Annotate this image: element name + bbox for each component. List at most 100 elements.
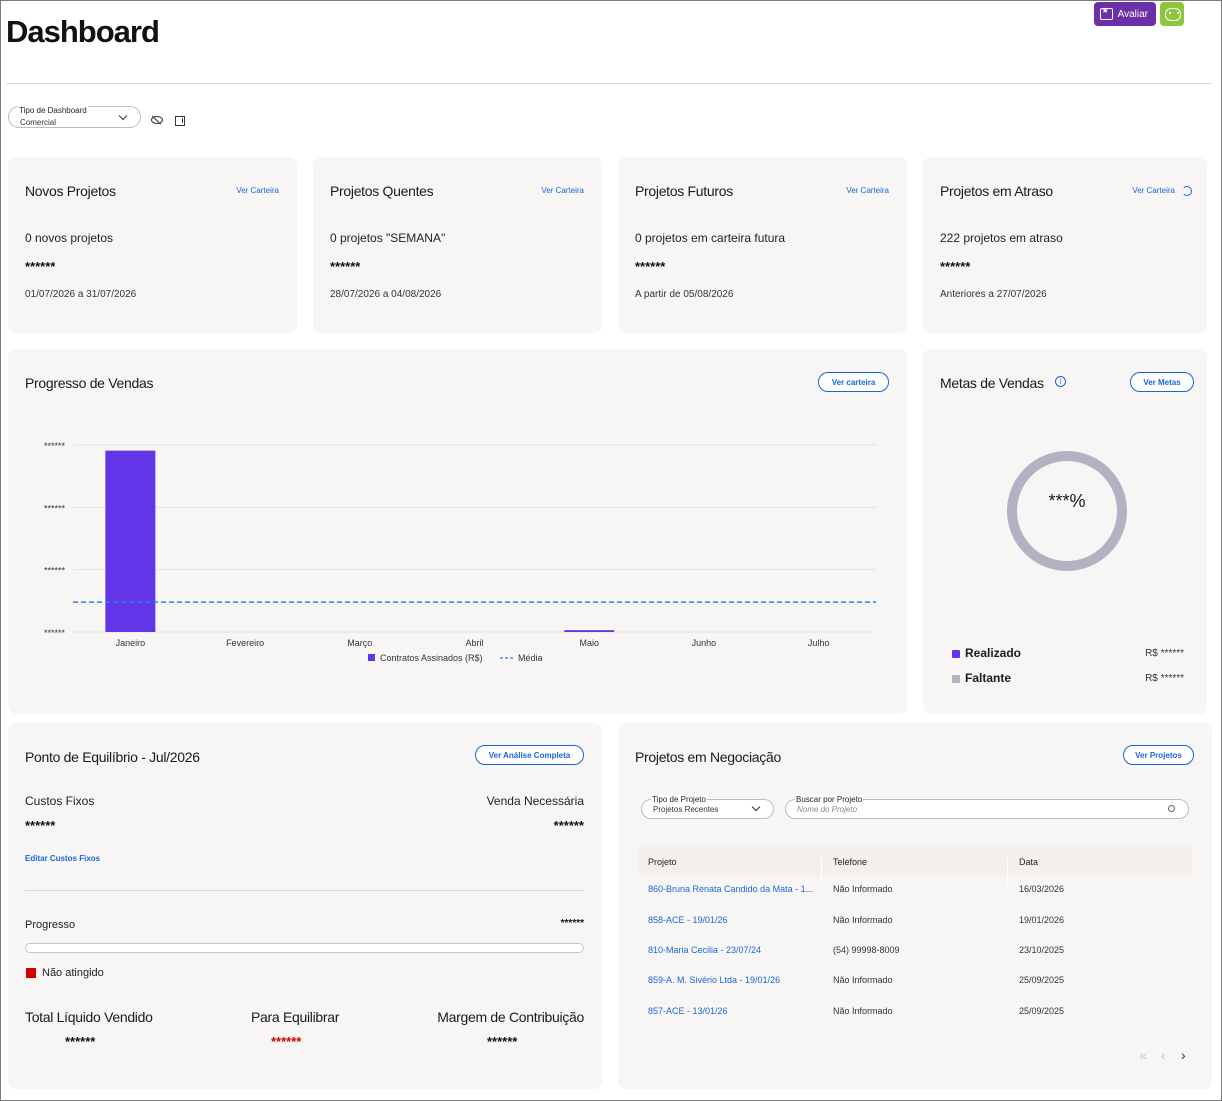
card-title: Projetos Quentes — [330, 183, 434, 199]
dashboard-type-label: Tipo de Dashboard — [18, 106, 88, 115]
progress-label: Progresso — [25, 919, 76, 931]
column-telefone[interactable]: Telefone — [833, 857, 868, 867]
summary-card-projetos-em-atraso: Projetos em Atraso Ver Carteira 222 proj… — [923, 157, 1207, 333]
bar — [564, 630, 615, 632]
card-masked-value: ****** — [330, 259, 361, 274]
page-title: Dashboard — [6, 14, 160, 49]
legend-faltante: Faltante — [965, 671, 1012, 685]
project-link[interactable]: 857-ACE - 13/01/26 — [648, 1006, 728, 1016]
prev-page-icon[interactable]: ‹ — [1161, 1047, 1166, 1063]
negotiation-title: Projetos em Negociação — [635, 749, 781, 765]
card-title: Novos Projetos — [25, 183, 116, 199]
view-toggles — [151, 116, 185, 126]
project-link[interactable]: 810-Maria Cecilia - 23/07/24 — [648, 945, 762, 955]
ver-carteira-link[interactable]: Ver Carteira — [541, 186, 584, 195]
dashboard-type-value: Comercial — [20, 118, 57, 127]
chatbot-icon[interactable] — [1160, 2, 1184, 26]
first-page-icon[interactable]: « — [1139, 1047, 1147, 1063]
para-equilibrar-label: Para Equilibrar — [251, 1009, 340, 1025]
phone-cell: Não Informado — [833, 884, 893, 894]
column-separator — [821, 857, 822, 885]
project-search-field[interactable]: Buscar por Projeto Nome do Projeto — [785, 795, 1189, 819]
ver-carteira-link[interactable]: Ver Carteira — [236, 186, 279, 195]
sales-progress-chart: ****** ****** ****** ****** Janeiro Fevereiro… — [44, 441, 876, 663]
column-projeto[interactable]: Projeto — [648, 857, 677, 867]
column-data[interactable]: Data — [1019, 857, 1039, 867]
project-type-label: Tipo de Projeto — [651, 795, 707, 804]
progress-value: ****** — [560, 918, 584, 929]
card-range: A partir de 05/08/2026 — [635, 289, 734, 300]
chevron-down-icon — [751, 802, 761, 812]
x-tick-label: Abril — [465, 638, 483, 648]
legend-realizado: Realizado — [965, 646, 1022, 660]
project-link[interactable]: 858-ACE - 19/01/26 — [648, 915, 728, 925]
edit-fixed-costs-link[interactable]: Editar Custos Fixos — [25, 854, 101, 863]
date-cell: 25/09/2025 — [1019, 975, 1065, 985]
fixed-costs-value: ****** — [25, 818, 56, 833]
x-tick-label: Março — [347, 638, 372, 648]
ver-metas-button[interactable]: Ver Metas — [1130, 372, 1194, 392]
project-link[interactable]: 859-A. M. Sivério Ltda - 19/01/26 — [648, 975, 781, 985]
card-range: 01/07/2026 a 31/07/2026 — [25, 289, 137, 300]
break-even-card: Ponto de Equilíbrio - Jul/2026 Ver Análi… — [8, 723, 602, 1089]
sales-goals-card: Metas de Vendas i Ver Metas ***% Realiza… — [923, 349, 1207, 714]
ver-projetos-button[interactable]: Ver Projetos — [1123, 745, 1194, 765]
card-title: Projetos em Atraso — [940, 183, 1053, 199]
search-input[interactable]: Nome do Projeto — [797, 805, 858, 814]
negotiation-card: Projetos em Negociação Ver Projetos Tipo… — [618, 723, 1212, 1089]
card-masked-value: ****** — [940, 259, 971, 274]
legend-swatch-bars — [368, 654, 375, 661]
ver-carteira-link[interactable]: Ver Carteira — [1132, 186, 1175, 195]
ver-carteira-button[interactable]: Ver carteira — [818, 372, 889, 392]
goals-percent: ***% — [1048, 491, 1086, 511]
project-link[interactable]: 860-Bruna Renata Candido da Mata - 1... — [648, 884, 814, 894]
table-header: Projeto Telefone Data — [638, 847, 1192, 885]
status-swatch — [26, 968, 36, 978]
status-text: Não atingido — [42, 967, 104, 979]
card-range: Anteriores a 27/07/2026 — [940, 289, 1047, 300]
margem-contribuicao-value: ****** — [487, 1034, 518, 1049]
y-tick-label: ****** — [44, 441, 66, 451]
refresh-icon[interactable] — [1182, 186, 1192, 196]
legend-realizado-value: R$ ****** — [1145, 648, 1184, 659]
legend-swatch-faltante — [952, 675, 960, 683]
eye-off-icon[interactable] — [151, 116, 163, 124]
break-even-divider — [25, 890, 584, 891]
summary-card-novos-projetos: Novos Projetos Ver Carteira 0 novos proj… — [8, 157, 297, 333]
sales-progress-card: Progresso de Vendas Ver carteira ****** *… — [8, 349, 907, 714]
goals-donut — [1007, 451, 1127, 571]
summary-card-projetos-futuros: Projetos Futuros Ver Carteira 0 projetos… — [618, 157, 907, 333]
header-divider — [6, 83, 1212, 84]
phone-cell: Não Informado — [833, 1006, 893, 1016]
summary-card-projetos-quentes: Projetos Quentes Ver Carteira 0 projetos… — [313, 157, 602, 333]
legend-swatch-realizado — [952, 650, 960, 658]
y-tick-label: ****** — [44, 628, 66, 638]
panel-toggle-icon[interactable] — [175, 116, 185, 126]
margem-contribuicao-label: Margem de Contribuição — [437, 1009, 584, 1025]
total-liquido-value: ****** — [65, 1034, 96, 1049]
x-tick-label: Janeiro — [116, 638, 146, 648]
ver-carteira-link[interactable]: Ver Carteira — [846, 186, 889, 195]
needed-sale-label: Venda Necessária — [486, 794, 584, 808]
date-cell: 25/09/2025 — [1019, 1006, 1065, 1016]
y-tick-label: ****** — [44, 503, 66, 513]
x-tick-label: Fevereiro — [226, 638, 264, 648]
info-icon[interactable]: i — [1055, 376, 1066, 387]
card-count: 0 novos projetos — [25, 231, 114, 245]
needed-sale-value: ****** — [553, 818, 584, 833]
total-liquido-label: Total Líquido Vendido — [25, 1009, 153, 1025]
avaliar-button[interactable]: Avaliar — [1093, 2, 1156, 26]
search-icon[interactable] — [1168, 805, 1175, 812]
column-separator — [1007, 857, 1008, 885]
dashboard-type-select[interactable]: Tipo de Dashboard Comercial — [8, 106, 141, 128]
ver-analise-completa-button[interactable]: Ver Análise Completa — [475, 745, 584, 765]
x-tick-label: Maio — [579, 638, 599, 648]
x-tick-label: Junho — [692, 638, 717, 648]
card-masked-value: ****** — [635, 259, 666, 274]
next-page-icon[interactable]: › — [1181, 1047, 1186, 1063]
sales-progress-title: Progresso de Vendas — [25, 375, 154, 391]
sales-goals-title: Metas de Vendas — [940, 375, 1044, 391]
project-type-value: Projetos Recentes — [653, 805, 719, 814]
phone-cell: Não Informado — [833, 915, 893, 925]
project-type-select[interactable]: Tipo de Projeto Projetos Recentes — [641, 795, 774, 819]
